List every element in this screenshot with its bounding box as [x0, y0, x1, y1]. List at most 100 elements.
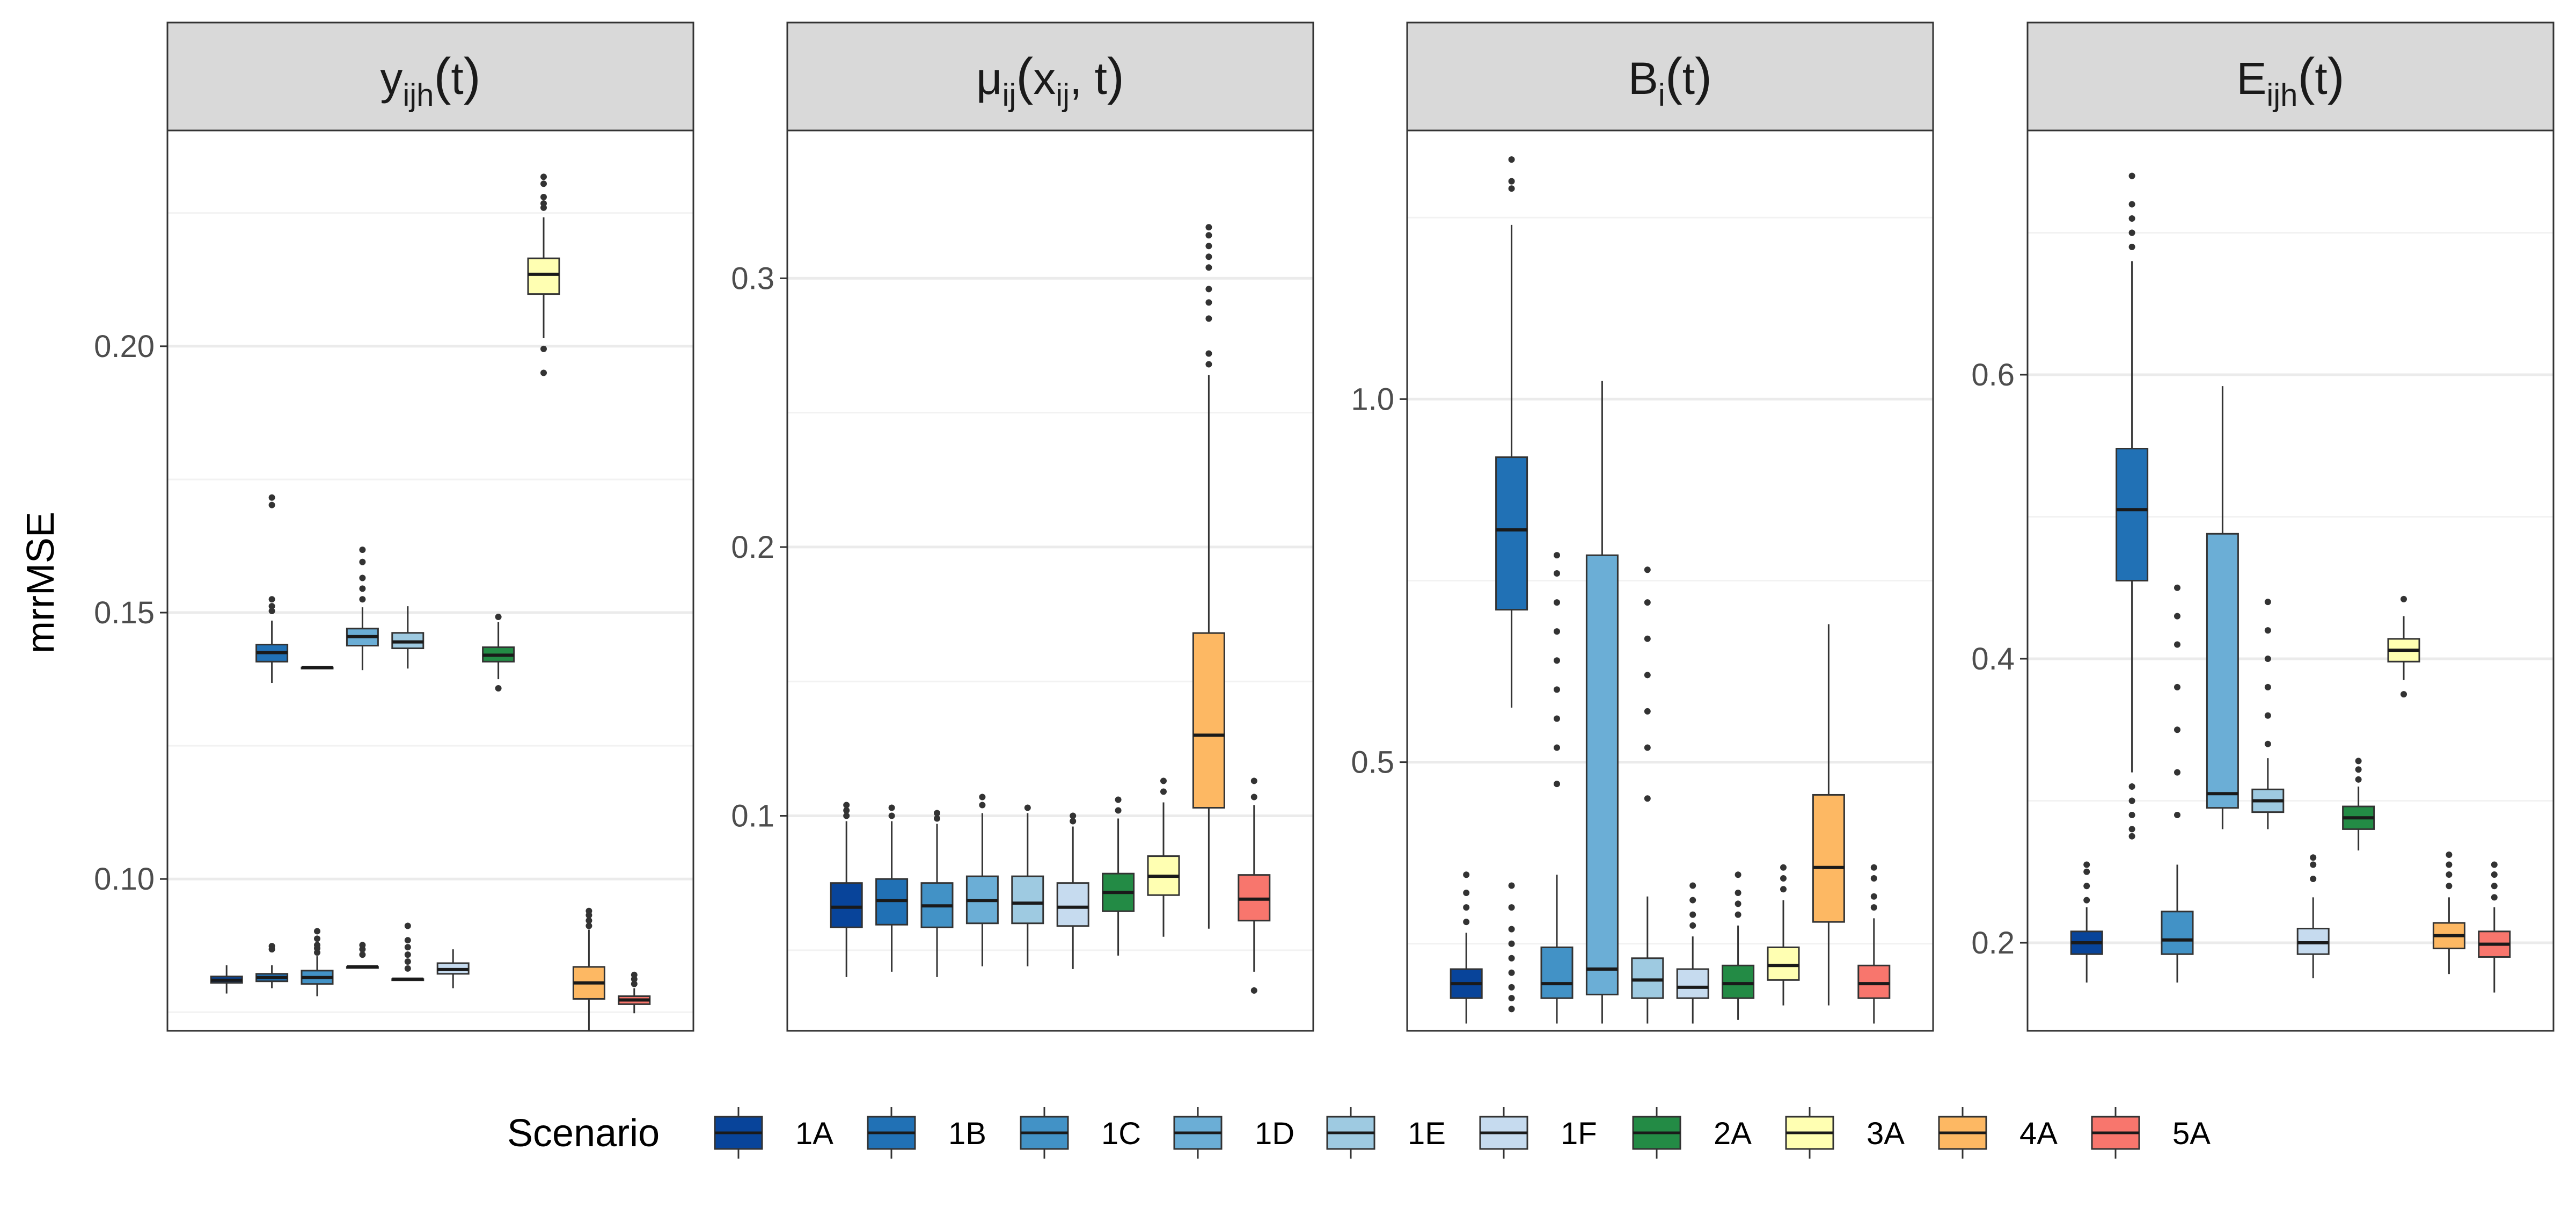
outlier-point: [2174, 683, 2180, 690]
outlier-point: [1689, 922, 1696, 929]
outlier-point: [1463, 904, 1470, 911]
facet-title: μij(xij, t): [976, 48, 1124, 113]
outlier-point: [359, 951, 366, 958]
facet-title-argument: t: [1095, 53, 1107, 104]
box-iqr: [2116, 448, 2149, 582]
outlier-point: [1508, 1006, 1515, 1013]
legend-label: 5A: [2172, 1116, 2211, 1151]
outlier-point: [1780, 886, 1787, 893]
box-iqr: [1767, 946, 1800, 981]
outlier-point: [1115, 807, 1122, 814]
outlier-point: [2355, 758, 2362, 765]
facet-panel-1: yijh(t) 0.10 0.15 0.20: [94, 21, 694, 1032]
facet-strip: [1406, 21, 1934, 132]
facet-title-comma: ,: [1070, 53, 1095, 104]
box-3a: [1767, 864, 1800, 1006]
facet-panel-4: Eijh(t) 0.2 0.4 0.6: [1971, 21, 2555, 1032]
outlier-point: [2401, 595, 2407, 602]
outlier-point: [1205, 243, 1212, 250]
box-1b: [255, 943, 289, 988]
y-tick-label: 1.0: [1351, 382, 1394, 417]
legend-title: Scenario: [507, 1112, 660, 1155]
box-1b: [875, 804, 909, 972]
outlier-point: [1508, 955, 1515, 962]
outlier-point: [1250, 987, 1257, 994]
panel-border: [1406, 129, 1934, 1032]
facet-title-base: y: [380, 53, 402, 104]
facet-title-paren: (: [1016, 48, 1033, 105]
outlier-point: [1644, 566, 1651, 573]
outlier-point: [2446, 852, 2453, 858]
facet-title-paren: (: [434, 48, 451, 105]
outlier-point: [2128, 783, 2135, 790]
box-1e: [391, 606, 425, 669]
outlier-point: [268, 943, 275, 950]
outlier-point: [1508, 882, 1515, 889]
y-tick-label: 0.4: [1971, 642, 2015, 676]
outlier-point: [314, 928, 320, 935]
outlier-point: [1554, 657, 1560, 664]
outlier-point: [1508, 995, 1515, 1002]
box-1a: [2070, 861, 2103, 983]
facet-title-paren: ): [464, 48, 481, 105]
outlier-point: [1160, 777, 1167, 784]
outlier-point: [2264, 740, 2271, 747]
outlier-point: [404, 922, 411, 929]
outlier-point: [1205, 315, 1212, 322]
outlier-point: [2264, 655, 2271, 662]
panel-border: [786, 129, 1314, 1032]
plot-area: [787, 130, 1313, 1031]
outlier-point: [1070, 812, 1077, 819]
outlier-point: [2310, 861, 2317, 868]
outlier-point: [2174, 726, 2180, 733]
outlier-point: [1554, 715, 1560, 722]
legend-label: 1A: [795, 1116, 833, 1151]
outlier-point: [1205, 232, 1212, 239]
outlier-point: [1160, 788, 1167, 795]
facet-title-subscript: i: [1658, 78, 1665, 113]
box-iqr: [1676, 968, 1709, 999]
facet-title-base: B: [1628, 53, 1658, 104]
outlier-point: [1250, 794, 1257, 801]
outlier-point: [1554, 686, 1560, 693]
outlier-point: [359, 546, 366, 553]
outlier-point: [2128, 833, 2135, 840]
y-tick-label: 0.20: [94, 329, 155, 364]
y-tick-label: 0.2: [1971, 926, 2015, 960]
outlier-point: [1870, 875, 1877, 882]
outlier-point: [2128, 215, 2135, 222]
outlier-point: [1554, 599, 1560, 606]
outlier-point: [843, 812, 850, 819]
box-3a: [1147, 777, 1180, 937]
outlier-point: [2128, 797, 2135, 804]
box-1f: [1056, 812, 1089, 969]
box-iqr: [1631, 957, 1664, 999]
outlier-point: [404, 951, 411, 958]
box-iqr: [2206, 533, 2239, 809]
box-1c: [920, 810, 954, 977]
y-tick-label: 0.5: [1351, 745, 1394, 780]
legend-label: 3A: [1867, 1116, 1905, 1151]
outlier-point: [2264, 712, 2271, 719]
box-1e: [2251, 599, 2285, 829]
y-tick-label: 0.15: [94, 595, 155, 630]
outlier-point: [586, 922, 592, 929]
box-iqr: [1540, 946, 1574, 999]
outlier-point: [359, 558, 366, 565]
legend-label: 1B: [948, 1116, 986, 1151]
box-1a: [1450, 871, 1483, 1024]
outlier-point: [2491, 861, 2498, 868]
outlier-point: [1644, 795, 1651, 802]
outlier-point: [495, 685, 502, 692]
box-1b: [255, 494, 289, 683]
box-iqr: [527, 257, 560, 295]
facet-title-subscript: ij: [1056, 78, 1070, 113]
legend: Scenario 1A 1B 1C 1D 1E 1F 2A 3A 4A 5A: [507, 1107, 2211, 1159]
outlier-point: [2174, 811, 2180, 818]
box-3a: [527, 173, 560, 376]
facet-title-argument: x: [1033, 53, 1056, 104]
outlier-point: [1205, 224, 1212, 231]
outlier-point: [540, 369, 547, 376]
